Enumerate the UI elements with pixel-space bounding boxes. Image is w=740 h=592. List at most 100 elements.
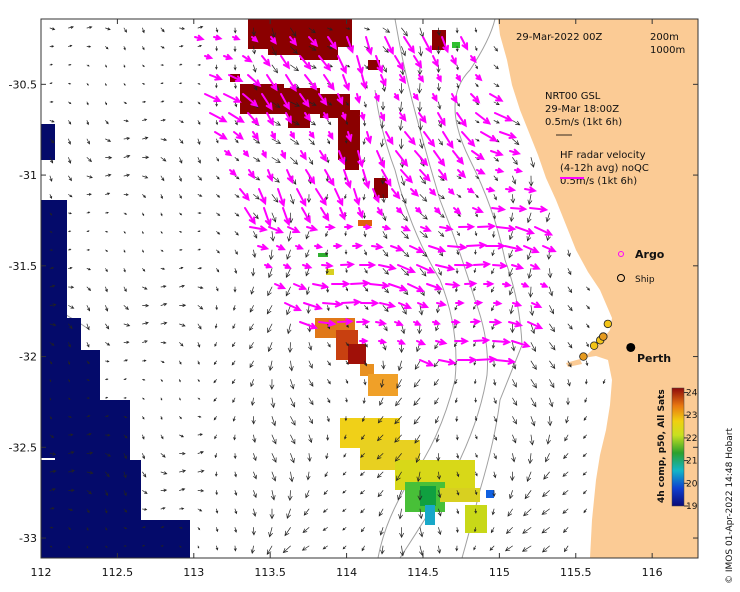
- hf-radar-arrow: [378, 338, 388, 345]
- hf-radar-arrow: [495, 167, 505, 174]
- model-current-arrow: [231, 379, 236, 385]
- hf-radar-arrow: [395, 150, 409, 167]
- model-current-arrow: [142, 359, 147, 362]
- model-current-arrow: [179, 452, 186, 456]
- model-current-arrow: [49, 63, 53, 66]
- model-current-arrow: [179, 212, 183, 216]
- model-current-arrow: [234, 527, 238, 533]
- model-current-arrow: [475, 101, 480, 106]
- model-current-arrow: [382, 268, 389, 275]
- model-current-arrow: [271, 434, 277, 445]
- hf-radar-arrow: [438, 169, 448, 181]
- hf-radar-arrow: [432, 319, 441, 326]
- model-current-arrow: [394, 434, 402, 443]
- hf-radar-arrow: [228, 112, 245, 123]
- map-date-title: 29-Mar-2022 00Z: [516, 32, 603, 43]
- model-current-arrow: [270, 231, 275, 242]
- hf-radar-arrow: [325, 223, 336, 231]
- model-current-arrow: [545, 453, 550, 463]
- gsl-label-line1: NRT00 GSL: [545, 91, 601, 102]
- model-current-arrow: [49, 416, 53, 420]
- hf-radar-arrow: [266, 74, 278, 92]
- hf-radar-arrow: [434, 207, 442, 215]
- hf-radar-arrow: [342, 74, 350, 92]
- model-current-arrow: [382, 342, 387, 351]
- hf-radar-arrow: [263, 207, 272, 228]
- model-current-arrow: [160, 416, 163, 420]
- model-current-arrow: [307, 453, 312, 462]
- model-current-arrow: [433, 379, 439, 386]
- hf-radar-arrow: [380, 74, 387, 88]
- model-current-arrow: [308, 157, 314, 165]
- sst-patch-green-small: [318, 253, 328, 257]
- model-current-arrow: [123, 46, 126, 51]
- model-current-arrow: [364, 342, 368, 348]
- model-current-arrow: [547, 268, 553, 279]
- model-current-arrow: [271, 175, 280, 183]
- hf-radar-arrow: [295, 244, 304, 250]
- model-current-arrow: [267, 342, 273, 353]
- model-current-arrow: [493, 471, 497, 479]
- model-current-arrow: [105, 305, 109, 312]
- model-current-arrow: [86, 323, 90, 331]
- hf-radar-arrow: [396, 207, 403, 215]
- hf-radar-arrow: [493, 300, 503, 307]
- model-current-arrow: [179, 360, 182, 365]
- model-current-arrow: [234, 268, 238, 274]
- model-current-arrow: [325, 194, 329, 201]
- model-current-arrow: [123, 101, 127, 105]
- hf-radar-arrow: [242, 55, 253, 63]
- model-current-arrow: [271, 101, 281, 108]
- ship-legend-marker: [617, 274, 625, 282]
- model-current-arrow: [382, 323, 388, 332]
- hf-radar-arrow: [491, 205, 507, 213]
- model-current-arrow: [493, 83, 500, 88]
- model-current-arrow: [49, 526, 54, 529]
- model-current-arrow: [305, 231, 310, 240]
- model-current-arrow: [414, 360, 421, 370]
- x-tick-label: 112.5: [102, 566, 134, 579]
- model-current-arrow: [475, 83, 479, 88]
- model-current-arrow: [86, 45, 92, 48]
- model-current-arrow: [396, 471, 402, 482]
- model-current-arrow: [327, 45, 334, 49]
- model-current-arrow: [287, 342, 293, 354]
- model-current-arrow: [301, 545, 310, 551]
- model-current-arrow: [541, 527, 550, 534]
- model-current-arrow: [290, 157, 299, 165]
- model-current-arrow: [528, 175, 534, 187]
- model-current-arrow: [308, 360, 313, 369]
- model-current-arrow: [105, 46, 109, 50]
- model-current-arrow: [376, 471, 384, 479]
- hf-radar-arrow: [486, 186, 496, 193]
- model-current-arrow: [68, 545, 70, 549]
- hf-radar-arrow: [204, 53, 214, 60]
- model-current-arrow: [342, 508, 347, 512]
- model-current-arrow: [250, 397, 255, 406]
- hf-radar-arrow: [303, 302, 323, 311]
- hf-radar-arrow: [293, 283, 308, 291]
- model-current-arrow: [49, 434, 55, 438]
- model-current-arrow: [413, 416, 421, 425]
- model-current-arrow: [179, 266, 184, 270]
- hf-radar-arrow: [511, 340, 531, 349]
- model-current-arrow: [197, 489, 205, 493]
- model-current-arrow: [474, 508, 477, 514]
- model-current-arrow: [541, 545, 550, 553]
- model-current-arrow: [305, 268, 310, 277]
- model-current-arrow: [377, 490, 384, 498]
- model-current-arrow: [345, 397, 348, 403]
- model-current-arrow: [86, 157, 93, 163]
- hf-radar-arrow: [509, 148, 521, 156]
- model-current-arrow: [364, 305, 369, 311]
- model-current-arrow: [380, 545, 385, 555]
- model-current-arrow: [105, 396, 109, 399]
- model-current-arrow: [286, 323, 292, 335]
- model-current-arrow: [564, 434, 569, 442]
- hf-radar-arrow: [477, 222, 497, 230]
- model-current-arrow: [344, 249, 348, 255]
- model-current-arrow: [290, 64, 300, 72]
- model-current-arrow: [326, 416, 330, 423]
- hf-radar-arrow: [228, 74, 244, 82]
- model-current-arrow: [567, 360, 572, 368]
